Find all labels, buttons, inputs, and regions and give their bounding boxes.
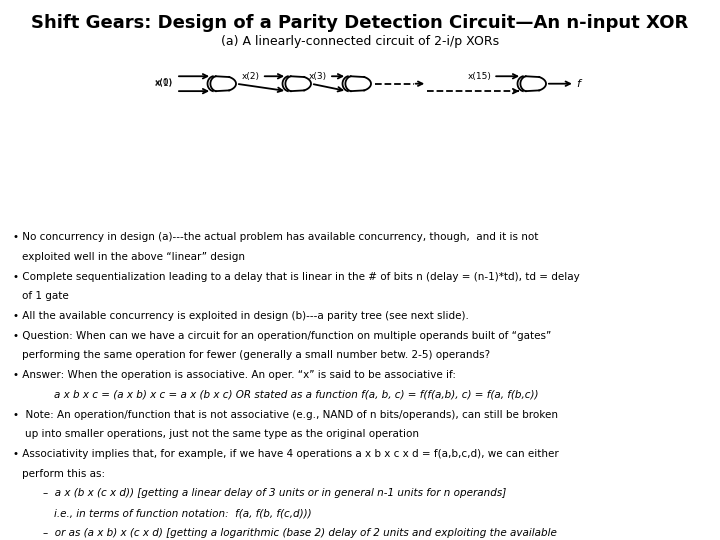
Text: x(1): x(1) xyxy=(154,79,173,88)
Text: • All the available concurrency is exploited in design (b)---a parity tree (see : • All the available concurrency is explo… xyxy=(13,311,469,321)
Text: Shift Gears: Design of a Parity Detection Circuit—An n-input XOR: Shift Gears: Design of a Parity Detectio… xyxy=(32,14,688,31)
Text: exploited well in the above “linear” design: exploited well in the above “linear” des… xyxy=(22,252,245,262)
Text: • Answer: When the operation is associative. An oper. “x” is said to be associat: • Answer: When the operation is associat… xyxy=(13,370,456,380)
Text: –  a x (b x (c x d)) [getting a linear delay of 3 units or in general n-1 units : – a x (b x (c x d)) [getting a linear de… xyxy=(43,489,506,498)
Text: perform this as:: perform this as: xyxy=(22,469,104,479)
Text: –  or as (a x b) x (c x d) [getting a logarithmic (base 2) delay of 2 units and : – or as (a x b) x (c x d) [getting a log… xyxy=(43,528,557,538)
Text: •  Note: An operation/function that is not associative (e.g., NAND of n bits/ope: • Note: An operation/function that is no… xyxy=(13,409,558,420)
Text: x(2): x(2) xyxy=(242,72,260,81)
Text: (a) A linearly-connected circuit of 2-i/p XORs: (a) A linearly-connected circuit of 2-i/… xyxy=(221,35,499,48)
Text: performing the same operation for fewer (generally a small number betw. 2-5) ope: performing the same operation for fewer … xyxy=(22,350,490,361)
Text: x(0): x(0) xyxy=(154,78,173,87)
Text: • Associativity implies that, for example, if we have 4 operations a x b x c x d: • Associativity implies that, for exampl… xyxy=(13,449,559,459)
Text: i.e., in terms of function notation:  f(a, f(b, f(c,d))): i.e., in terms of function notation: f(a… xyxy=(54,508,312,518)
Text: • No concurrency in design (a)---the actual problem has available concurrency, t: • No concurrency in design (a)---the act… xyxy=(13,232,539,242)
Text: a x b x c = (a x b) x c = a x (b x c) OR stated as a function f(a, b, c) = f(f(a: a x b x c = (a x b) x c = a x (b x c) OR… xyxy=(54,390,539,400)
Text: f: f xyxy=(576,79,580,89)
Text: • Complete sequentialization leading to a delay that is linear in the # of bits : • Complete sequentialization leading to … xyxy=(13,272,580,282)
Text: • Question: When can we have a circuit for an operation/function on multiple ope: • Question: When can we have a circuit f… xyxy=(13,330,552,341)
Text: of 1 gate: of 1 gate xyxy=(22,292,68,301)
Text: x(3): x(3) xyxy=(309,72,327,81)
Text: x(15): x(15) xyxy=(468,72,492,81)
Text: up into smaller operations, just not the same type as the original operation: up into smaller operations, just not the… xyxy=(25,429,419,440)
